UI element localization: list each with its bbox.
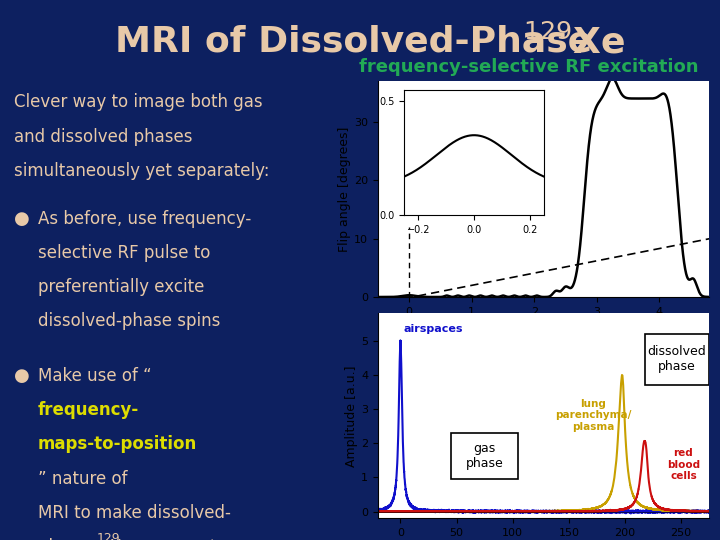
FancyBboxPatch shape [451, 433, 518, 479]
Text: maps-to-position: maps-to-position [37, 435, 197, 454]
Text: MRI of Dissolved-Phase: MRI of Dissolved-Phase [115, 24, 605, 58]
Text: Make use of “: Make use of “ [37, 367, 151, 385]
Text: gas
phase: gas phase [466, 442, 503, 470]
Text: ●: ● [14, 210, 30, 228]
Text: selective RF pulse to: selective RF pulse to [37, 244, 210, 262]
FancyBboxPatch shape [645, 334, 709, 385]
Text: preferentially excite: preferentially excite [37, 278, 204, 296]
Text: airspaces: airspaces [404, 323, 464, 334]
Text: MRI to make dissolved-: MRI to make dissolved- [37, 504, 230, 522]
Text: Xe appear at: Xe appear at [110, 538, 217, 540]
Text: Clever way to image both gas: Clever way to image both gas [14, 93, 263, 111]
X-axis label: Frequency [kHz]: Frequency [kHz] [492, 320, 595, 333]
Text: As before, use frequency-: As before, use frequency- [37, 210, 251, 228]
Text: simultaneously yet separately:: simultaneously yet separately: [14, 162, 269, 180]
Text: lung
parenchyma/
plasma: lung parenchyma/ plasma [555, 399, 631, 432]
Text: frequency-selective RF excitation: frequency-selective RF excitation [359, 58, 699, 76]
Text: ●: ● [14, 367, 30, 385]
Text: dissolved
phase: dissolved phase [647, 346, 706, 373]
Text: 129: 129 [97, 532, 120, 540]
Text: phase: phase [37, 538, 93, 540]
Text: $^{129}$Xe: $^{129}$Xe [523, 24, 624, 60]
Text: ” nature of: ” nature of [37, 470, 127, 488]
Y-axis label: Flip angle [degrees]: Flip angle [degrees] [338, 126, 351, 252]
Text: frequency-: frequency- [37, 401, 139, 419]
Text: red
blood
cells: red blood cells [667, 448, 700, 482]
Y-axis label: Amplitude [a.u.]: Amplitude [a.u.] [346, 365, 359, 467]
Text: and dissolved phases: and dissolved phases [14, 127, 192, 145]
Text: dissolved-phase spins: dissolved-phase spins [37, 312, 220, 330]
